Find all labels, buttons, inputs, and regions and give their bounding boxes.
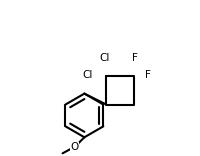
- Text: F: F: [132, 53, 138, 63]
- Text: Cl: Cl: [99, 53, 110, 63]
- Text: O: O: [70, 142, 78, 152]
- Text: F: F: [145, 70, 151, 80]
- Text: Cl: Cl: [83, 70, 93, 80]
